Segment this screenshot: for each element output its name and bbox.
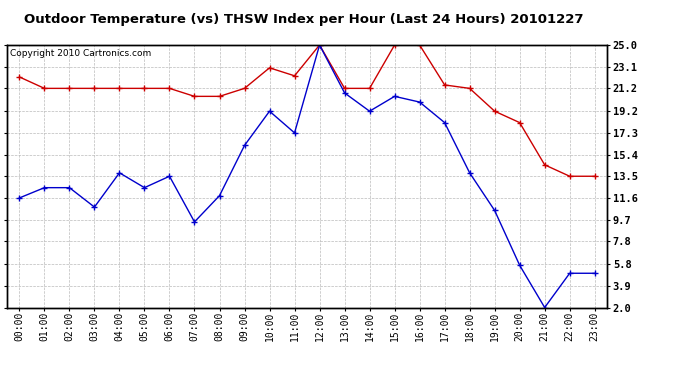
Text: Outdoor Temperature (vs) THSW Index per Hour (Last 24 Hours) 20101227: Outdoor Temperature (vs) THSW Index per … xyxy=(24,13,583,26)
Text: Copyright 2010 Cartronics.com: Copyright 2010 Cartronics.com xyxy=(10,49,151,58)
